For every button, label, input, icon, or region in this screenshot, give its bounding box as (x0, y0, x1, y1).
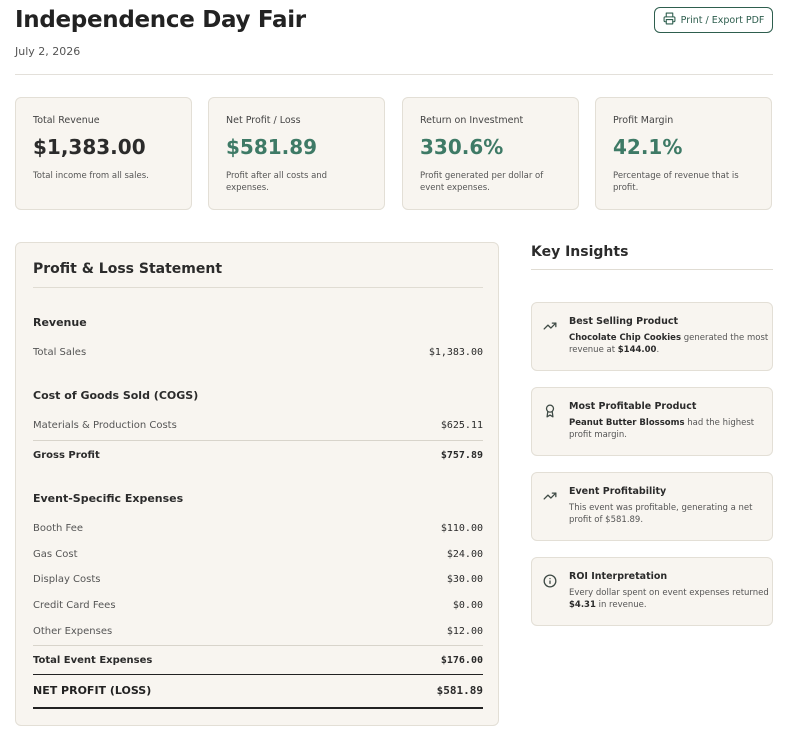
insight-body: had the highest profit margin. (569, 418, 755, 441)
pl-title: Profit & Loss Statement (33, 261, 223, 277)
profit-margin-card: Profit Margin 42.1% Percentage of revenu… (595, 97, 772, 210)
row-amount: $581.89 (436, 684, 483, 697)
insights-divider (531, 269, 773, 270)
expense-row-credit-card-fees: Credit Card Fees $0.00 (33, 600, 483, 611)
expense-row-gas-cost: Gas Cost $24.00 (33, 549, 483, 560)
insights-title: Key Insights (531, 244, 629, 260)
insight-strong: Chocolate Chip Cookies (569, 333, 681, 343)
row-amount: $12.00 (446, 626, 483, 637)
card-description: Total income from all sales. (33, 171, 149, 181)
revenue-heading: Revenue (33, 316, 87, 329)
insight-text: This event was profitable, generating a … (569, 502, 769, 527)
insight-body-2: in revenue. (595, 600, 647, 611)
row-label: Total Sales (33, 347, 87, 358)
row-divider (33, 440, 483, 441)
expense-row-display-costs: Display Costs $30.00 (33, 574, 483, 585)
card-value: $1,383.00 (33, 135, 146, 159)
printer-icon (663, 12, 676, 28)
row-amount: $110.00 (440, 523, 483, 534)
net-profit-card: Net Profit / Loss $581.89 Profit after a… (208, 97, 385, 210)
row-amount: $757.89 (440, 450, 483, 461)
print-export-button[interactable]: Print / Export PDF (654, 7, 773, 33)
row-label: Booth Fee (33, 523, 84, 534)
total-expenses-row: Total Event Expenses $176.00 (33, 655, 483, 666)
insight-roi-interpretation: ROI Interpretation Every dollar spent on… (531, 557, 773, 626)
row-label: Display Costs (33, 574, 101, 585)
materials-row: Materials & Production Costs $625.11 (33, 420, 483, 431)
event-date: July 2, 2026 (15, 45, 81, 58)
row-label: Gas Cost (33, 549, 78, 560)
card-description: Percentage of revenue that is profit. (613, 171, 739, 193)
row-label: NET PROFIT (LOSS) (33, 684, 152, 697)
row-label: Credit Card Fees (33, 600, 116, 611)
expenses-heading: Event-Specific Expenses (33, 492, 184, 505)
insight-text: Chocolate Chip Cookies generated the mos… (569, 332, 769, 357)
insight-best-selling: Best Selling Product Chocolate Chip Cook… (531, 302, 773, 371)
row-label: Total Event Expenses (33, 655, 153, 666)
card-value: $581.89 (226, 135, 318, 159)
trending-up-icon (543, 488, 557, 502)
card-label: Profit Margin (613, 115, 674, 126)
card-description: Profit after all costs and expenses. (226, 171, 328, 193)
insight-heading: Event Profitability (569, 486, 667, 497)
insight-strong: Peanut Butter Blossoms (569, 418, 685, 428)
gross-profit-row: Gross Profit $757.89 (33, 450, 483, 461)
net-profit-top-rule (33, 674, 483, 675)
insight-strong-2: $144.00 (617, 345, 657, 356)
insight-body: Every dollar spent on event expenses ret… (569, 588, 769, 598)
card-value: 42.1% (613, 135, 683, 159)
card-description: Profit generated per dollar of event exp… (420, 171, 544, 193)
profit-loss-statement: Profit & Loss Statement Revenue Total Sa… (15, 242, 499, 726)
expense-row-booth-fee: Booth Fee $110.00 (33, 523, 483, 534)
insight-text: Peanut Butter Blossoms had the highest p… (569, 417, 769, 442)
row-label: Gross Profit (33, 450, 100, 461)
insight-body: generated the most revenue at (569, 333, 769, 356)
insight-text: Every dollar spent on event expenses ret… (569, 587, 769, 612)
row-label: Materials & Production Costs (33, 420, 177, 431)
card-label: Return on Investment (420, 115, 524, 126)
header-divider (15, 74, 773, 75)
insight-strong-2: $4.31 (569, 600, 596, 611)
insight-event-profitability: Event Profitability This event was profi… (531, 472, 773, 541)
insight-heading: Best Selling Product (569, 316, 679, 327)
insight-body: This event was profitable, generating a … (569, 503, 753, 526)
award-icon (543, 403, 557, 418)
export-button-label: Print / Export PDF (680, 14, 765, 26)
total-revenue-card: Total Revenue $1,383.00 Total income fro… (15, 97, 192, 210)
row-amount: $24.00 (446, 549, 483, 560)
card-label: Total Revenue (33, 115, 100, 126)
total-sales-row: Total Sales $1,383.00 (33, 347, 483, 358)
row-amount: $176.00 (440, 655, 483, 666)
info-icon (543, 573, 557, 588)
row-divider (33, 645, 483, 646)
insight-heading: Most Profitable Product (569, 401, 697, 412)
net-profit-row: NET PROFIT (LOSS) $581.89 (33, 684, 483, 697)
insight-body-2: . (656, 345, 660, 356)
card-value: 330.6% (420, 135, 504, 159)
trending-up-icon (543, 318, 557, 332)
roi-card: Return on Investment 330.6% Profit gener… (402, 97, 579, 210)
insight-heading: ROI Interpretation (569, 571, 668, 582)
net-profit-bottom-rule (33, 707, 483, 709)
pl-title-divider (33, 287, 483, 288)
row-amount: $30.00 (446, 574, 483, 585)
expense-row-other-expenses: Other Expenses $12.00 (33, 626, 483, 637)
insight-most-profitable: Most Profitable Product Peanut Butter Bl… (531, 387, 773, 456)
page-title: Independence Day Fair (15, 7, 306, 33)
row-amount: $1,383.00 (428, 347, 483, 358)
row-amount: $625.11 (440, 420, 483, 431)
row-label: Other Expenses (33, 626, 113, 637)
row-amount: $0.00 (452, 600, 483, 611)
card-label: Net Profit / Loss (226, 115, 301, 126)
cogs-heading: Cost of Goods Sold (COGS) (33, 389, 199, 402)
